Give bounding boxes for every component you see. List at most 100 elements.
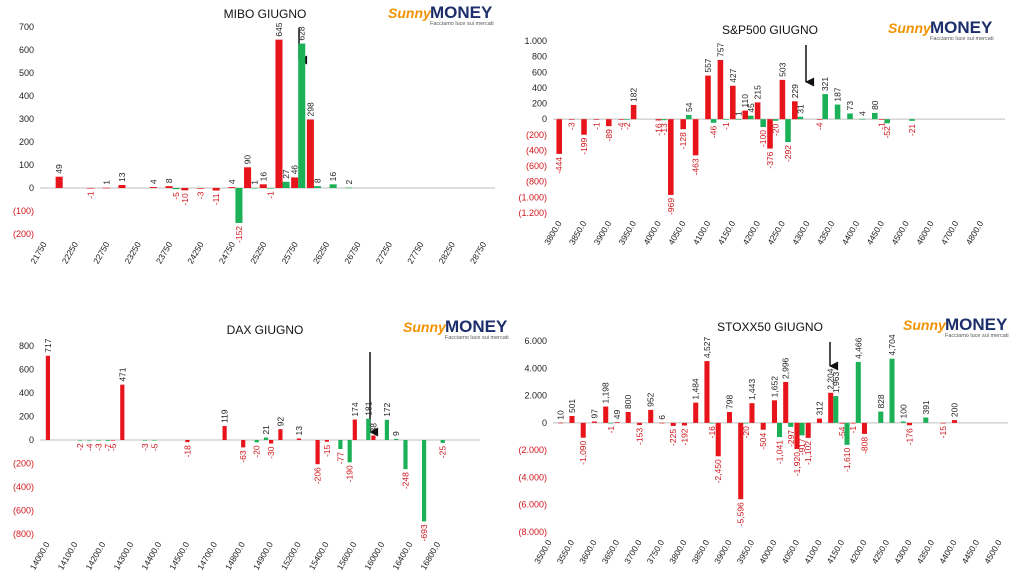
y-tick-label: 400	[532, 83, 547, 93]
bar	[630, 104, 637, 120]
y-tick-label: (2.000)	[518, 445, 547, 455]
data-label: 1,198	[601, 382, 611, 404]
data-label: -20	[252, 445, 262, 458]
bar	[951, 420, 957, 423]
data-label: 181	[363, 401, 373, 415]
x-tick-label: 14100.0	[56, 540, 80, 572]
data-label: 4	[227, 179, 237, 184]
x-tick-label: 24250	[185, 240, 206, 266]
y-tick-label: 6.000	[524, 336, 547, 346]
bar	[110, 440, 116, 441]
x-tick-label: 3950.0	[616, 219, 638, 247]
bar	[306, 119, 314, 188]
y-tick-label: 600	[532, 67, 547, 77]
data-label: 182	[629, 87, 639, 101]
data-label: -152	[234, 226, 244, 243]
bar	[710, 119, 717, 123]
data-label: -1,041	[775, 440, 785, 464]
data-label: -969	[666, 198, 676, 215]
x-tick-label: 15600.0	[335, 540, 359, 572]
bar	[655, 119, 662, 121]
x-tick-label: 27250	[374, 240, 395, 266]
data-label: -1,090	[578, 440, 588, 464]
bar	[909, 119, 915, 121]
bar	[143, 440, 148, 441]
data-label: 645	[274, 22, 284, 36]
bar	[569, 416, 575, 423]
bar	[149, 187, 157, 188]
data-label: -1,102	[803, 441, 813, 465]
x-tick-label: 3900.0	[712, 538, 734, 566]
data-label: -3	[94, 443, 104, 451]
data-label: -30	[266, 446, 276, 459]
x-tick-label: 14400.0	[139, 540, 163, 572]
logo-tagline: Facciamo luce sui mercati	[445, 335, 509, 341]
bar	[771, 400, 777, 423]
bar	[889, 358, 895, 423]
bar	[77, 440, 83, 441]
bar	[735, 119, 742, 120]
data-label: 80	[870, 100, 880, 110]
data-label: 119	[220, 409, 230, 423]
bar	[241, 440, 246, 448]
x-tick-label: 4150.0	[716, 219, 738, 247]
bar	[847, 113, 853, 120]
bar	[754, 102, 761, 120]
bar	[181, 188, 189, 191]
bar	[839, 422, 845, 424]
x-tick-label: 3850.0	[690, 538, 712, 566]
data-label: -297	[786, 430, 796, 447]
x-tick-label: 27750	[405, 240, 426, 266]
data-label: 172	[382, 402, 392, 416]
bar	[222, 426, 227, 440]
x-tick-label: 4200.0	[740, 219, 762, 247]
x-tick-label: 3650.0	[600, 538, 622, 566]
x-tick-label: 25750	[279, 240, 300, 266]
x-tick-label: 3600.0	[577, 538, 599, 566]
bar	[185, 440, 190, 443]
data-label: -176	[904, 428, 914, 445]
bar	[788, 422, 794, 427]
x-tick-label: 3550.0	[555, 538, 577, 566]
x-tick-label: 26750	[342, 240, 363, 266]
bar	[269, 440, 274, 444]
bar	[738, 422, 744, 500]
bar	[625, 411, 631, 423]
y-tick-label: 800	[19, 341, 34, 351]
data-label: -153	[634, 428, 644, 445]
logo-tagline: Facciamo luce sui mercati	[430, 21, 494, 27]
x-tick-label: 28250	[436, 240, 457, 266]
x-tick-label: 3500.0	[532, 538, 554, 566]
data-label: 1,963	[831, 372, 841, 394]
x-tick-label: 4350.0	[915, 538, 937, 566]
data-label: -4	[815, 122, 825, 130]
data-label: 90	[243, 155, 253, 165]
bar	[313, 186, 321, 188]
y-tick-label: 800	[532, 52, 547, 62]
data-label: 471	[117, 367, 127, 381]
data-label: 8	[312, 178, 322, 183]
logo-brand: Sunny	[403, 319, 447, 335]
y-tick-label: 200	[532, 99, 547, 109]
bar	[352, 419, 357, 440]
data-label: 110	[740, 94, 750, 108]
bar	[165, 186, 173, 188]
x-tick-label: 3950.0	[735, 538, 757, 566]
bar	[251, 187, 259, 189]
data-label: 49	[612, 409, 622, 419]
data-label: -376	[765, 151, 775, 168]
data-label: 427	[728, 68, 738, 82]
bar	[298, 43, 306, 189]
bar	[799, 422, 805, 436]
data-label: -190	[345, 465, 355, 482]
y-tick-label: (6.000)	[518, 500, 547, 510]
data-label: -15	[322, 445, 332, 458]
data-label: 1,443	[747, 379, 757, 401]
data-label: 391	[921, 400, 931, 414]
y-tick-label: 0	[542, 114, 547, 124]
x-tick-label: 16400.0	[390, 540, 414, 572]
bar	[196, 188, 204, 189]
x-tick-label: 14200.0	[84, 540, 108, 572]
data-label: -444	[554, 157, 564, 174]
